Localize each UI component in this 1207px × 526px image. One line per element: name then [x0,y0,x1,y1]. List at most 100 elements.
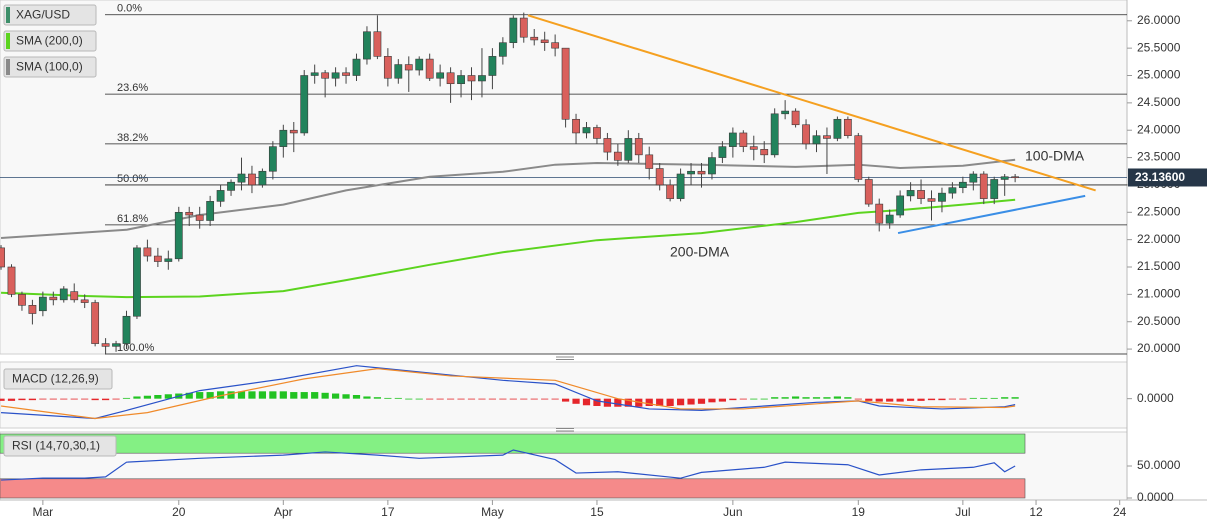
candle-body [498,42,507,57]
histogram-bar [844,397,852,399]
histogram-bar [363,396,371,399]
candle-body [519,17,528,38]
candle-body [854,135,863,180]
legend-box [3,56,97,78]
candle-body [917,190,925,199]
histogram-bar [969,397,977,399]
candle-body [572,118,580,134]
panel-grip [556,356,574,432]
histogram-bar [446,398,455,400]
histogram-bar [49,398,57,400]
candle-body [760,149,769,156]
candle-body [342,72,350,76]
histogram-bar [122,397,131,399]
candle-body [645,154,654,169]
candle-body [593,127,601,139]
y-tick-label: 25.0000 [1137,68,1181,82]
candle-body [185,211,194,216]
histogram-bar [227,391,235,399]
histogram-bar [352,395,361,399]
moving-average [0,158,1016,240]
candle-body [0,247,5,268]
candle-body [18,294,26,306]
histogram-bar [865,398,873,401]
histogram-bar [70,398,78,400]
histogram-bar [886,398,894,402]
legend-swatch [6,33,10,49]
candle-body [990,179,999,199]
candle-body [164,258,173,262]
histogram-bar [290,392,298,399]
candle-body [352,58,361,76]
candle-body [227,181,235,191]
candle-body [958,181,967,188]
y-tick-label: 25.5000 [1137,40,1181,54]
histogram-bar [164,394,172,399]
y-tick-label: 23.5000 [1137,150,1181,164]
histogram-bar [0,398,5,401]
histogram-bar [708,398,716,403]
candle-body [478,75,486,82]
histogram-bar [666,398,674,406]
histogram-bar [530,398,538,400]
histogram-bar [906,398,915,401]
histogram-bar [854,398,862,400]
histogram-bar [488,398,497,400]
histogram-bar [812,397,821,399]
candle-body [509,17,518,43]
histogram-bar [373,397,382,399]
candle-body [1011,176,1020,179]
histogram-bar [91,398,99,401]
histogram-bar [101,398,110,401]
histogram-bar [311,392,319,399]
histogram-bar [959,398,967,400]
histogram-bar [917,398,925,401]
x-tick-label: 12 [1029,505,1043,519]
candle-body [1000,176,1009,180]
histogram-bar [39,398,47,400]
rsi-line [1,449,1016,481]
indicator-label-box [3,435,117,457]
candle-body [59,288,68,301]
candle-body [666,184,675,199]
legend-swatch [6,59,10,75]
fib-label: 23.6% [117,82,148,94]
histogram-bar [541,398,549,400]
histogram-bar [154,395,162,399]
candle-body [195,214,204,221]
candle-body [373,31,382,57]
histogram-bar [551,398,559,400]
histogram-bar [676,398,685,406]
candle-body [216,190,225,202]
histogram-bar [60,398,68,400]
candle-body [436,72,445,79]
histogram-bar [802,397,810,399]
candle-body [802,124,810,145]
x-tick-label: 19 [852,505,866,519]
histogram-bar [133,396,141,399]
histogram-bar [331,393,340,399]
candle-body [268,146,277,172]
candle-body [112,343,120,347]
candle-body [70,291,79,301]
candle-body [697,170,706,175]
y-tick-label: 0.0000 [1137,391,1174,405]
legend-label: SMA (200,0) [16,34,83,48]
candle-body [122,315,131,344]
histogram-bar [426,398,434,400]
y-tick-label: 24.0000 [1137,122,1181,136]
candle-body [781,110,790,115]
x-tick-label: Jun [723,505,742,519]
histogram-bar [739,398,747,400]
histogram-bar [394,397,402,399]
candle-body [446,72,455,85]
fib-label: 50.0% [117,173,148,185]
histogram-bar [185,392,193,399]
fib-label: 0.0% [117,3,142,15]
x-tick-label: Mar [33,505,54,519]
macd-line [0,367,1016,420]
histogram-bar [520,398,528,400]
histogram-bar [1001,397,1009,399]
histogram-bar [216,391,225,399]
